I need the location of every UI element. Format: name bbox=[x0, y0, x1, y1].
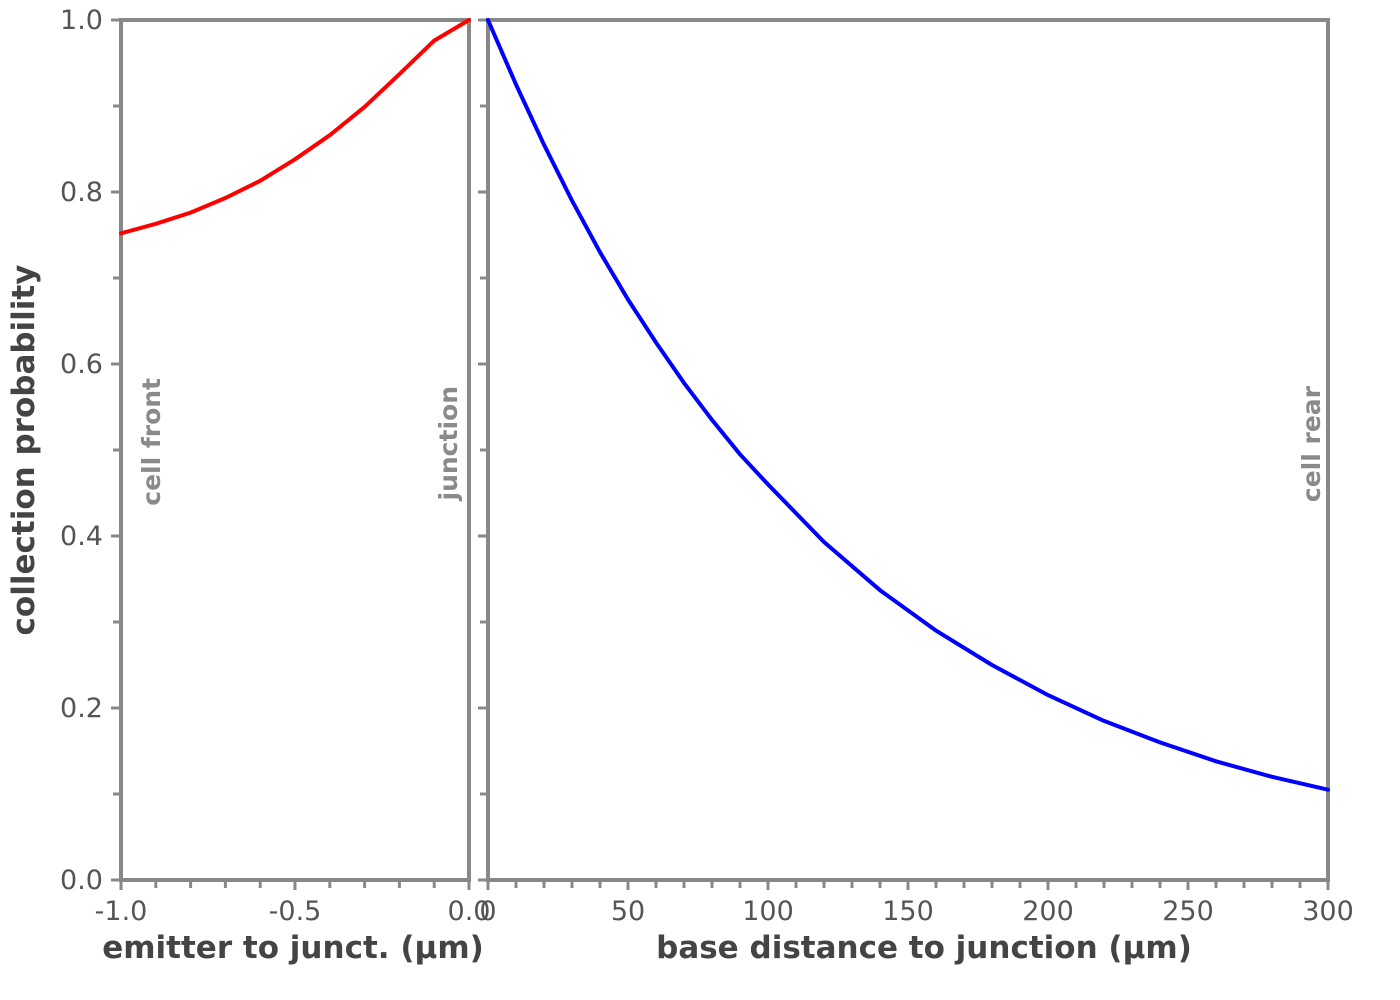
emitter-x-tick-label: -0.5 bbox=[269, 896, 322, 927]
y-axis-ticks: 0.0 0.2 0.4 0.6 0.8 1.0 bbox=[60, 5, 121, 896]
base-x-tick-label: 250 bbox=[1162, 896, 1214, 927]
y-tick-label: 0.2 bbox=[60, 693, 103, 724]
base-x-axis-title: base distance to junction (µm) bbox=[656, 930, 1192, 966]
y-tick-label: 0.8 bbox=[60, 177, 103, 208]
emitter-series-line bbox=[119, 18, 471, 236]
junction-label: junction bbox=[434, 386, 463, 501]
base-x-axis-ticks: 0 50 100 150 200 250 300 bbox=[479, 880, 1354, 927]
y-axis-title: collection probability bbox=[6, 265, 42, 636]
base-panel: 0 50 100 150 200 250 300 cell rear bbox=[478, 18, 1354, 927]
y-tick-label: 1.0 bbox=[60, 5, 103, 36]
base-x-tick-label: 150 bbox=[882, 896, 934, 927]
base-x-tick-label: 0 bbox=[479, 896, 496, 927]
emitter-x-tick-label: -1.0 bbox=[95, 896, 148, 927]
y-tick-label: 0.6 bbox=[60, 349, 103, 380]
base-x-tick-label: 200 bbox=[1022, 896, 1074, 927]
base-series-line bbox=[486, 18, 1330, 792]
base-series bbox=[486, 18, 1330, 792]
base-panel-frame bbox=[486, 18, 1330, 882]
base-x-tick-label: 300 bbox=[1302, 896, 1354, 927]
y-tick-label: 0.0 bbox=[60, 865, 103, 896]
emitter-panel-frame bbox=[119, 18, 471, 882]
emitter-panel: 0.0 0.2 0.4 0.6 0.8 1.0 -1.0 -0.5 0.0 cell fron… bbox=[60, 5, 490, 927]
cell-rear-label: cell rear bbox=[1297, 385, 1326, 502]
emitter-series bbox=[119, 18, 471, 236]
y-tick-label: 0.4 bbox=[60, 521, 103, 552]
emitter-x-axis-title: emitter to junct. (µm) bbox=[102, 930, 484, 966]
emitter-x-axis-ticks: -1.0 -0.5 0.0 bbox=[95, 880, 491, 927]
base-y-axis-ticks bbox=[478, 18, 488, 882]
cell-front-label: cell front bbox=[137, 378, 166, 506]
base-x-tick-label: 100 bbox=[742, 896, 794, 927]
emitter-x-tick-label: 0.0 bbox=[448, 896, 491, 927]
base-x-tick-label: 50 bbox=[611, 896, 645, 927]
